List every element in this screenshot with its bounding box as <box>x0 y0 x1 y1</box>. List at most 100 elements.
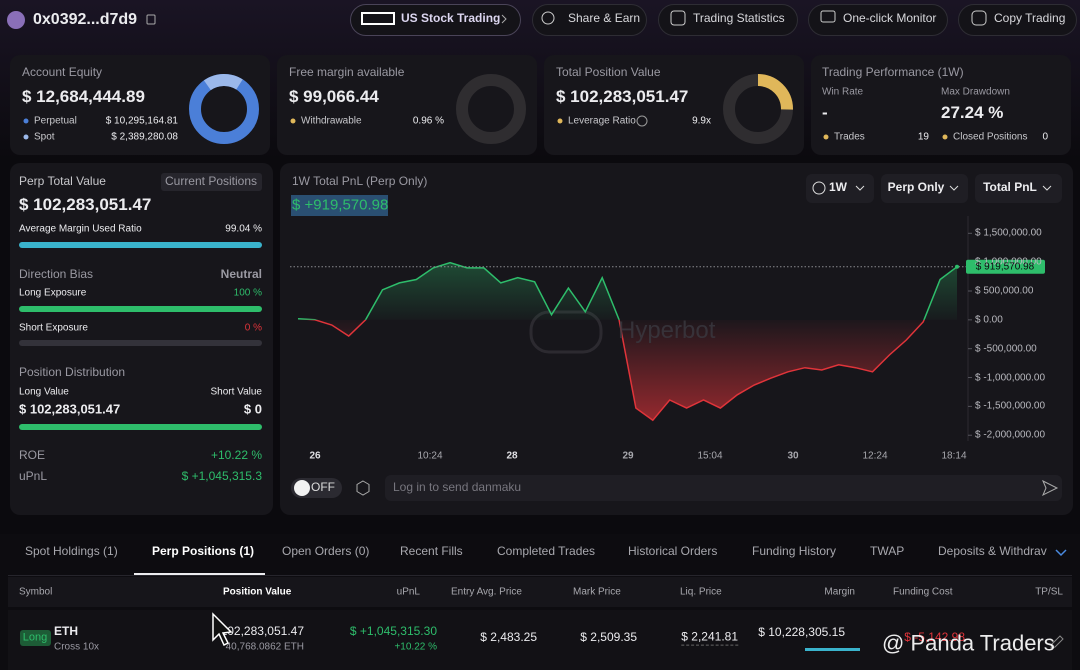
select-label[interactable]: 1W <box>829 180 847 195</box>
nav-label[interactable]: Copy Trading <box>994 11 1066 26</box>
label: uPnL <box>19 469 48 484</box>
perp-panel <box>10 163 273 515</box>
nav-label[interactable]: Trading Statistics <box>693 11 785 26</box>
label: Withdrawable <box>301 115 362 127</box>
value: $ 102,283,051.47 <box>19 195 152 215</box>
y-tick-label: $ 1,000,000.00 <box>975 256 1042 268</box>
tab[interactable]: Funding History <box>752 544 837 559</box>
label: Position Distribution <box>19 365 126 380</box>
danmaku-input[interactable] <box>385 475 1062 501</box>
column-header[interactable]: Liq. Price <box>680 586 722 598</box>
column-header[interactable]: Entry Avg. Price <box>451 586 522 598</box>
chart-title: 1W Total PnL (Perp Only) <box>292 174 428 189</box>
value: 9.9x <box>692 115 711 127</box>
value: $ 2,389,280.08 <box>111 131 178 143</box>
selection-highlight <box>291 195 388 216</box>
y-tick-label: $ -500,000.00 <box>975 342 1037 354</box>
card-label: Free margin available <box>289 65 405 80</box>
x-tick-label: 10:24 <box>417 450 443 462</box>
cell: $ 2,483.25 <box>480 630 537 645</box>
active-tab-underline <box>134 573 265 575</box>
tab[interactable]: Deposits & Withdrav <box>938 544 1047 559</box>
watermark-overlay: @ Panda Traders <box>882 630 1055 656</box>
tag <box>161 173 262 191</box>
cell: $ 10,228,305.15 <box>758 625 845 640</box>
label: Short Exposure <box>19 322 88 334</box>
card-label: Total Position Value <box>556 65 661 80</box>
input-placeholder[interactable]: Log in to send danmaku <box>393 480 522 495</box>
tabs-divider <box>8 575 1072 576</box>
card-value: $ 12,684,444.89 <box>22 87 145 107</box>
y-tick-label: $ -2,000,000.00 <box>975 429 1046 441</box>
tab[interactable]: Open Orders (0) <box>282 544 370 559</box>
x-tick-label: 15:04 <box>697 450 723 462</box>
toggle-label[interactable]: OFF <box>311 480 335 495</box>
column-header[interactable]: uPnL <box>396 586 420 598</box>
card-label: Trading Performance (1W) <box>822 65 964 80</box>
select-label[interactable]: Total PnL <box>983 180 1037 195</box>
watermark: Hyperbot <box>618 317 716 345</box>
cell: $ 2,509.35 <box>580 630 637 645</box>
long-bar <box>19 306 262 312</box>
nav-label[interactable]: US Stock Trading <box>401 11 501 26</box>
label: Average Margin Used Ratio <box>19 223 142 235</box>
x-tick-label: 12:24 <box>862 450 888 462</box>
select-label[interactable]: Perp Only <box>887 180 945 195</box>
value: 100 % <box>233 287 262 299</box>
tab[interactable]: Perp Positions (1) <box>152 544 255 559</box>
label: ROE <box>19 448 46 463</box>
column-header[interactable]: TP/SL <box>1035 586 1063 598</box>
value: $ 10,295,164.81 <box>105 115 178 127</box>
nav-label[interactable]: Share & Earn <box>568 11 641 26</box>
y-tick-label: $ 0.00 <box>975 314 1003 326</box>
column-header[interactable]: Funding Cost <box>893 586 953 598</box>
card-value: $ 102,283,051.47 <box>556 87 689 107</box>
tag-label: Current Positions <box>164 174 258 189</box>
value: $ +1,045,315.3 <box>181 469 262 484</box>
tab[interactable]: Spot Holdings (1) <box>25 544 118 559</box>
label: Spot <box>34 131 55 143</box>
chart-headline: $ +919,570.98 <box>292 196 389 214</box>
label: Direction Bias <box>19 267 94 282</box>
label: Cross 10x <box>54 641 100 653</box>
label: Max Drawdown <box>941 86 1010 98</box>
x-tick-label: 26 <box>309 450 321 462</box>
column-header[interactable]: Margin <box>824 586 855 598</box>
value: Neutral <box>220 267 262 282</box>
label: Closed Positions <box>953 131 1028 143</box>
label: Short Value <box>210 386 262 398</box>
margin-bar <box>805 648 860 651</box>
short-bar <box>19 340 262 346</box>
cell: 40,768.0862 ETH <box>225 641 304 653</box>
cell: $ +1,045,315.30 <box>349 624 437 639</box>
column-header[interactable]: Mark Price <box>573 586 621 598</box>
value: 99.04 % <box>225 223 262 235</box>
label: Leverage Ratio <box>568 115 636 127</box>
cell: $102,283,051.47 <box>213 624 304 639</box>
cell: $ -5,142.98 <box>904 630 965 645</box>
card-value: $ 99,066.44 <box>289 87 379 107</box>
last-value-label: $ 919,570.98 <box>975 261 1035 273</box>
nav-label[interactable]: One-click Monitor <box>843 11 937 26</box>
label: Long Value <box>19 386 69 398</box>
tab[interactable]: Historical Orders <box>628 544 718 559</box>
column-header[interactable]: Position Value <box>223 586 292 598</box>
value: 0 % <box>244 322 262 334</box>
label: Perpetual <box>34 115 77 127</box>
tab[interactable]: Completed Trades <box>497 544 596 559</box>
cell: +10.22 % <box>394 641 437 653</box>
value: 19 <box>917 131 929 143</box>
distribution-bar <box>19 424 262 430</box>
value: 0 <box>1042 131 1048 143</box>
column-header[interactable]: Symbol <box>19 586 53 598</box>
y-tick-label: $ -1,500,000.00 <box>975 400 1046 412</box>
label: Win Rate <box>822 86 864 98</box>
tab[interactable]: Recent Fills <box>400 544 463 559</box>
account-address: 0x0392...d7d9 <box>33 10 138 28</box>
value: +10.22 % <box>210 448 262 463</box>
tab[interactable]: TWAP <box>870 544 905 559</box>
x-tick-label: 29 <box>622 450 634 462</box>
table-header <box>8 577 1072 607</box>
side-tag <box>20 630 51 646</box>
